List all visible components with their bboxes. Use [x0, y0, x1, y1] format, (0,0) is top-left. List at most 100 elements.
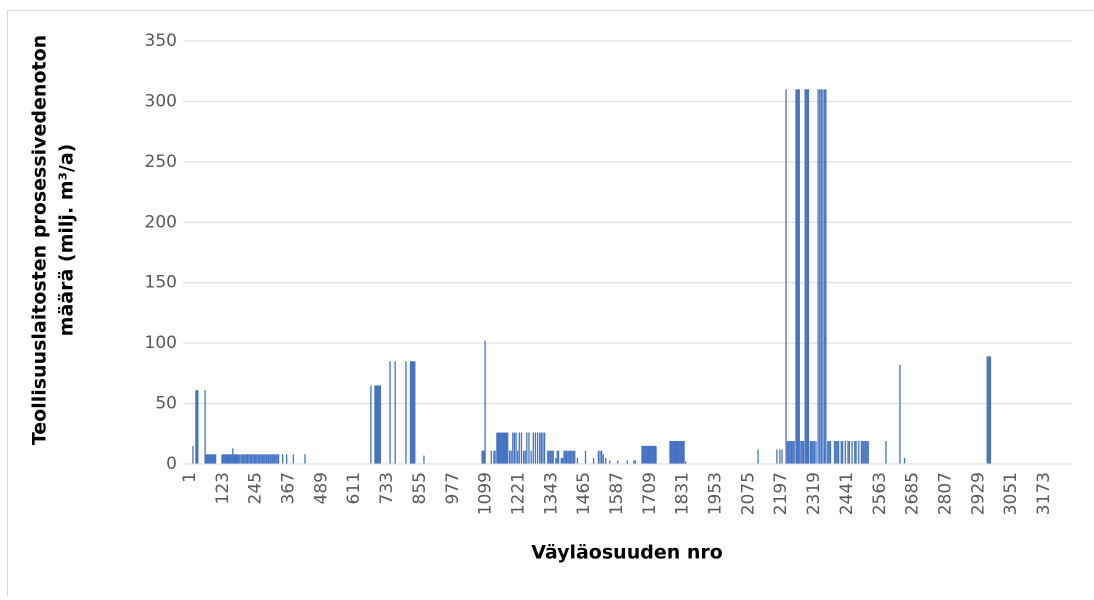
- bar: [808, 89, 809, 464]
- y-tick-label: 300: [145, 91, 177, 111]
- bar: [757, 449, 758, 464]
- bar: [535, 433, 536, 464]
- bar: [254, 454, 255, 464]
- bar: [838, 441, 839, 464]
- bar: [533, 433, 534, 464]
- bar: [864, 441, 865, 464]
- bar: [263, 454, 264, 464]
- x-axis-title: Väyläosuuden nro: [531, 542, 723, 564]
- bar: [791, 441, 792, 464]
- x-tick-label: 1343: [541, 472, 561, 515]
- bar: [865, 441, 866, 464]
- bar: [243, 454, 244, 464]
- bar: [252, 454, 253, 464]
- bar: [240, 454, 241, 464]
- bar: [414, 361, 415, 464]
- bar: [794, 441, 795, 464]
- bar: [197, 390, 198, 464]
- x-tick-label: 245: [246, 472, 266, 504]
- x-tick-label: 489: [311, 472, 331, 504]
- y-tick-label: 50: [155, 394, 177, 414]
- bar: [866, 441, 867, 464]
- bar: [248, 454, 249, 464]
- bar: [617, 460, 618, 464]
- bar: [247, 454, 248, 464]
- bar: [851, 441, 852, 464]
- y-tick-label: 350: [145, 31, 177, 51]
- bar: [577, 458, 578, 464]
- bar: [547, 451, 548, 464]
- bar: [286, 454, 287, 464]
- bar: [830, 441, 831, 464]
- bar: [827, 441, 828, 464]
- bar: [551, 451, 552, 464]
- y-axis-title: määrä (milj. m³/a): [56, 144, 78, 337]
- bar: [259, 454, 260, 464]
- bar: [566, 451, 567, 464]
- bar: [574, 451, 575, 464]
- x-tick-label: 2075: [738, 472, 758, 515]
- y-tick-label: 0: [166, 454, 177, 474]
- bar: [278, 454, 279, 464]
- bar: [215, 454, 216, 464]
- x-tick-label: 1: [180, 472, 200, 483]
- bar: [192, 446, 193, 464]
- x-tick-label: 1099: [476, 472, 496, 515]
- y-tick-label: 100: [145, 333, 177, 353]
- bar: [246, 454, 247, 464]
- bar: [779, 449, 780, 464]
- x-tick-label: 2929: [968, 472, 988, 515]
- bar: [519, 433, 520, 464]
- x-tick-label: 733: [377, 472, 397, 504]
- bar: [603, 454, 604, 464]
- bar: [605, 458, 606, 464]
- bar: [512, 433, 513, 464]
- bar: [282, 454, 283, 464]
- bar: [563, 451, 564, 464]
- bar: [792, 441, 793, 464]
- bar: [494, 451, 495, 464]
- bar: [593, 458, 594, 464]
- x-tick-label: 1831: [673, 472, 693, 515]
- x-tick-label: 2807: [935, 472, 955, 515]
- bar: [264, 454, 265, 464]
- bar: [251, 454, 252, 464]
- bar: [655, 446, 656, 464]
- bar: [537, 433, 538, 464]
- x-tick-label: 3051: [1001, 472, 1021, 515]
- bar: [395, 361, 396, 464]
- bar: [544, 433, 545, 464]
- bar: [598, 451, 599, 464]
- x-tick-label: 1709: [640, 472, 660, 515]
- x-tick-label: 2685: [903, 472, 923, 515]
- bar: [868, 441, 869, 464]
- bar: [599, 451, 600, 464]
- bar: [561, 458, 562, 464]
- bar: [507, 433, 508, 464]
- bar: [525, 451, 526, 464]
- bar: [858, 441, 859, 464]
- bar: [555, 458, 556, 464]
- bar: [405, 361, 406, 464]
- bar: [553, 451, 554, 464]
- bar: [861, 441, 862, 464]
- bar: [841, 441, 842, 464]
- bar: [819, 89, 820, 464]
- bar: [389, 361, 390, 464]
- bar: [862, 441, 863, 464]
- bar: [511, 451, 512, 464]
- x-tick-label: 3173: [1034, 472, 1054, 515]
- bar: [571, 451, 572, 464]
- bar: [822, 89, 823, 464]
- bar: [267, 454, 268, 464]
- bar: [585, 451, 586, 464]
- bar: [277, 454, 278, 464]
- bar: [242, 454, 243, 464]
- bar: [304, 454, 305, 464]
- bar: [526, 433, 527, 464]
- bar: [803, 441, 804, 464]
- bar: [573, 451, 574, 464]
- bar: [262, 454, 263, 464]
- y-tick-label: 150: [145, 273, 177, 293]
- bar: [825, 89, 826, 464]
